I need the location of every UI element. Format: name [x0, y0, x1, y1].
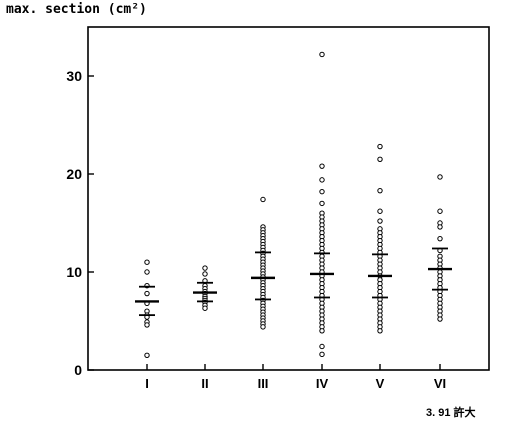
data-point — [260, 196, 266, 203]
data-point — [144, 269, 150, 275]
x-tick-label: III — [258, 376, 269, 391]
x-tick-label: V — [376, 376, 385, 391]
data-point — [377, 156, 383, 163]
plot-frame — [87, 26, 490, 371]
data-point — [319, 351, 325, 358]
data-point — [202, 271, 208, 277]
data-point — [319, 328, 325, 334]
data-point — [144, 352, 150, 358]
data-point — [319, 188, 325, 195]
y-tick-label: 20 — [66, 166, 82, 182]
data-point — [377, 187, 383, 194]
data-point — [319, 177, 325, 183]
footnote: 3. 91 許大 — [426, 407, 476, 419]
data-point — [144, 322, 150, 328]
data-point — [377, 208, 383, 214]
y-axis-ticks: 0 10 20 30 — [66, 68, 94, 378]
data-point — [377, 328, 383, 334]
data-point — [377, 218, 383, 224]
y-tick-label: 0 — [74, 362, 82, 378]
x-tick-label: II — [201, 376, 208, 391]
data-point — [202, 305, 208, 311]
data-point — [144, 259, 150, 265]
y-tick-label: 30 — [66, 68, 82, 84]
data-point — [319, 51, 325, 58]
data-point — [319, 163, 325, 169]
data-point — [437, 174, 443, 180]
data-point — [437, 224, 443, 230]
x-axis-ticks: I II III IV V VI — [145, 364, 446, 391]
data-points — [144, 51, 443, 358]
data-point — [437, 235, 443, 242]
x-tick-label: VI — [434, 376, 446, 391]
data-point — [202, 265, 208, 271]
data-point — [377, 143, 383, 150]
y-tick-label: 10 — [66, 264, 82, 280]
data-point — [319, 343, 325, 350]
data-point — [319, 200, 325, 207]
x-tick-label: IV — [316, 376, 329, 391]
summary-bars — [135, 247, 452, 317]
data-point — [437, 208, 443, 214]
data-point — [260, 324, 266, 330]
data-point — [144, 290, 150, 297]
data-point — [437, 316, 443, 322]
x-tick-label: I — [145, 376, 149, 391]
y-axis-label: max. section (cm²) — [6, 2, 147, 17]
